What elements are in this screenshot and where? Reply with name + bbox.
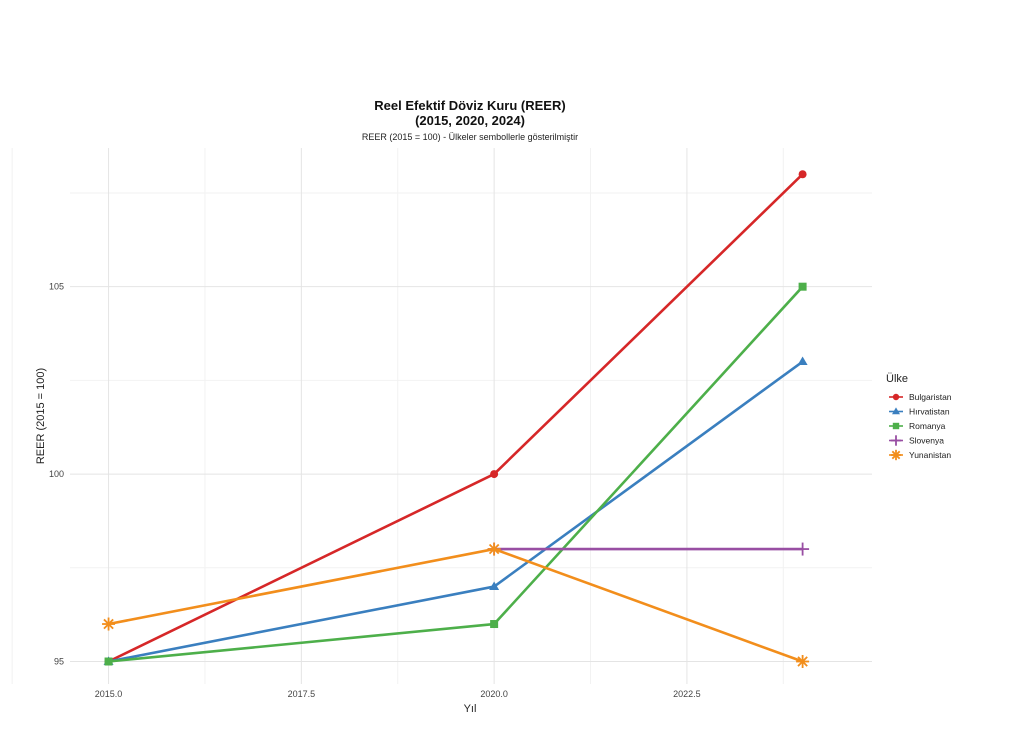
x-axis-label: Yıl xyxy=(464,703,477,715)
series-line-bulgaristan xyxy=(107,173,804,663)
legend-label-h-rvatistan: Hırvatistan xyxy=(909,407,950,417)
data-point-h-rvatistan xyxy=(489,581,500,590)
data-point-bulgaristan xyxy=(490,470,499,479)
grid-major xyxy=(70,148,872,684)
y-axis-ticks: 95 100 105 xyxy=(49,282,64,667)
y-axis-label: REER (2015 = 100) xyxy=(35,368,47,464)
data-point-bulgaristan xyxy=(798,170,807,179)
x-tick-label: 2017.5 xyxy=(288,689,316,699)
x-axis-ticks: 2015.0 2017.5 2020.0 2022.5 xyxy=(95,689,701,699)
data-point-romanya xyxy=(798,282,807,291)
chart-title: Reel Efektif Döviz Kuru (REER) xyxy=(374,98,565,113)
y-tick-label: 95 xyxy=(54,657,64,667)
data-point-romanya xyxy=(490,620,499,629)
series-line-h-rvatistan xyxy=(108,360,804,663)
legend: Ülke Bulgaristan Hırvatistan Romanya Sloven… xyxy=(886,373,952,461)
grid-minor xyxy=(11,148,872,684)
data-point-yunanistan xyxy=(102,617,116,631)
series-line-yunanistan xyxy=(108,547,804,663)
x-tick-label: 2020.0 xyxy=(480,689,508,699)
data-point-yunanistan xyxy=(796,655,810,669)
chart-title-line2: (2015, 2020, 2024) xyxy=(415,113,525,128)
x-tick-label: 2015.0 xyxy=(95,689,123,699)
x-tick-label: 2022.5 xyxy=(673,689,701,699)
series-markers xyxy=(102,170,810,669)
chart-subtitle: REER (2015 = 100) - Ülkeler sembollerle … xyxy=(362,132,578,142)
data-point-yunanistan xyxy=(487,542,501,556)
legend-title: Ülke xyxy=(886,373,908,385)
legend-label-yunanistan: Yunanistan xyxy=(909,450,951,460)
y-tick-label: 105 xyxy=(49,282,64,292)
series-lines xyxy=(107,173,804,663)
data-point-slovenya xyxy=(796,542,810,556)
legend-label-romanya: Romanya xyxy=(909,421,946,431)
legend-label-slovenya: Slovenya xyxy=(909,436,944,446)
legend-label-bulgaristan: Bulgaristan xyxy=(909,392,952,402)
y-tick-label: 100 xyxy=(49,469,64,479)
data-point-h-rvatistan xyxy=(797,356,808,366)
data-point-romanya xyxy=(104,657,113,666)
